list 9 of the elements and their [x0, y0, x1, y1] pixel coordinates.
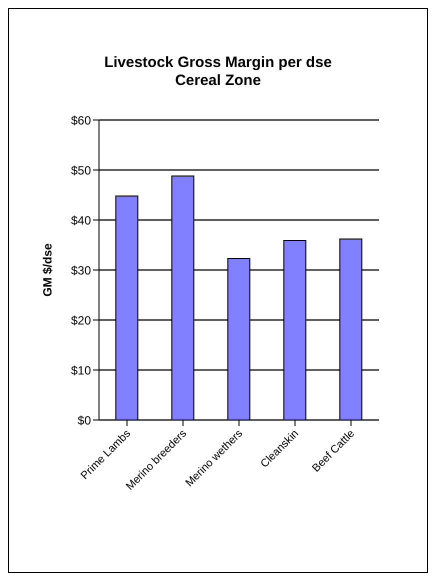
y-tick-label: $0 — [78, 413, 92, 428]
y-axis-title: GM $/dse — [40, 243, 54, 297]
y-tick-label: $30 — [70, 263, 92, 278]
y-tick-label: $10 — [70, 363, 92, 378]
y-tick-label: $20 — [70, 313, 92, 328]
chart-title: Livestock Gross Margin per dse Cereal Zone — [103, 54, 333, 90]
y-tick-label: $50 — [70, 163, 92, 178]
y-tick-label: $60 — [70, 113, 92, 128]
y-tick-label: $40 — [70, 213, 92, 228]
